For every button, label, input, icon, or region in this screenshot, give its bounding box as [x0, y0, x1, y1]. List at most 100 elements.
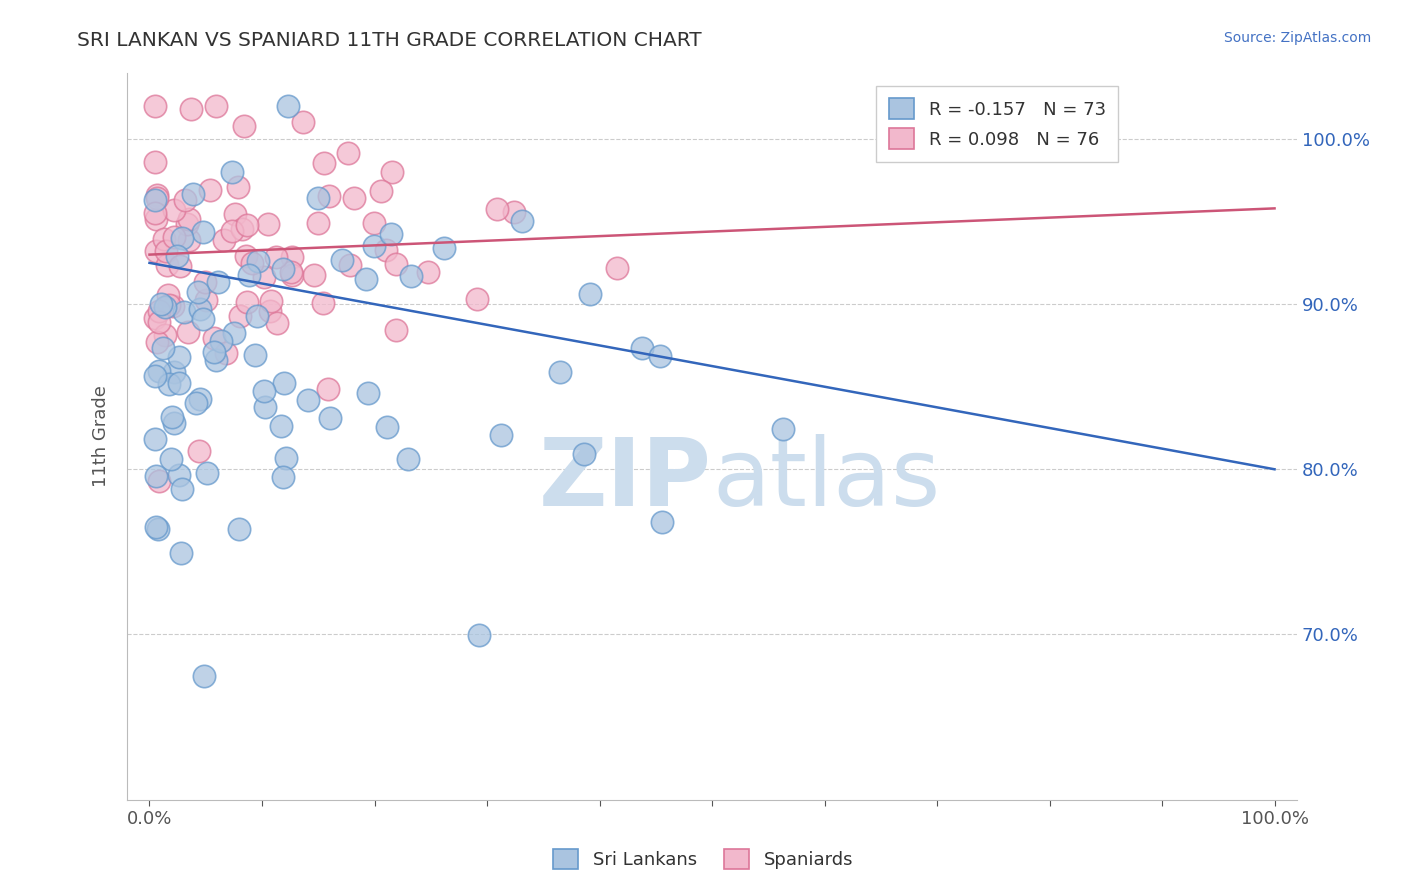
- Point: [354, 271, 377, 285]
- Point: [167, 350, 190, 364]
- Point: [143, 432, 166, 446]
- Point: [152, 341, 174, 355]
- Point: [174, 194, 197, 208]
- Point: [156, 258, 179, 272]
- Point: [280, 265, 302, 279]
- Point: [162, 299, 184, 313]
- Point: [302, 268, 325, 283]
- Point: [148, 522, 170, 536]
- Point: [149, 296, 172, 310]
- Point: [221, 165, 243, 179]
- Point: [143, 193, 166, 207]
- Point: [148, 364, 170, 378]
- Point: [224, 326, 246, 341]
- Point: [145, 244, 167, 259]
- Point: [160, 409, 183, 424]
- Point: [318, 410, 340, 425]
- Point: [399, 269, 422, 284]
- Point: [152, 232, 174, 246]
- Point: [211, 334, 233, 348]
- Point: [235, 249, 257, 263]
- Point: [143, 311, 166, 326]
- Point: [163, 202, 186, 217]
- Point: [236, 295, 259, 310]
- Legend: Sri Lankans, Spaniards: Sri Lankans, Spaniards: [544, 839, 862, 879]
- Point: [502, 204, 524, 219]
- Point: [155, 244, 177, 258]
- Point: [238, 268, 260, 282]
- Point: [548, 365, 571, 379]
- Point: [221, 224, 243, 238]
- Point: [316, 383, 339, 397]
- Point: [246, 309, 269, 323]
- Point: [193, 669, 215, 683]
- Point: [167, 467, 190, 482]
- Point: [375, 419, 398, 434]
- Point: [170, 546, 193, 560]
- Point: [276, 451, 298, 466]
- Point: [374, 243, 396, 257]
- Point: [370, 184, 392, 198]
- Point: [207, 275, 229, 289]
- Point: [574, 447, 596, 461]
- Point: [148, 304, 170, 318]
- Point: [257, 217, 280, 231]
- Point: [157, 377, 180, 392]
- Point: [232, 119, 254, 133]
- Point: [177, 233, 200, 247]
- Point: [188, 392, 211, 407]
- Point: [145, 520, 167, 534]
- Point: [468, 628, 491, 642]
- Y-axis label: 11th Grade: 11th Grade: [93, 385, 110, 487]
- Point: [228, 522, 250, 536]
- Point: [143, 206, 166, 220]
- Point: [181, 186, 204, 201]
- Point: [240, 256, 263, 270]
- Point: [307, 216, 329, 230]
- Point: [231, 222, 253, 236]
- Point: [314, 156, 336, 170]
- Text: SRI LANKAN VS SPANIARD 11TH GRADE CORRELATION CHART: SRI LANKAN VS SPANIARD 11TH GRADE CORREL…: [77, 31, 702, 50]
- Point: [254, 401, 277, 415]
- Point: [188, 301, 211, 316]
- Point: [297, 393, 319, 408]
- Point: [396, 451, 419, 466]
- Point: [363, 239, 385, 253]
- Point: [271, 262, 294, 277]
- Point: [146, 188, 169, 202]
- Point: [418, 265, 440, 279]
- Point: [153, 300, 176, 314]
- Point: [291, 114, 314, 128]
- Point: [489, 428, 512, 442]
- Point: [650, 349, 672, 363]
- Point: [156, 288, 179, 302]
- Text: Source: ZipAtlas.com: Source: ZipAtlas.com: [1223, 31, 1371, 45]
- Point: [215, 345, 238, 359]
- Point: [143, 368, 166, 383]
- Point: [166, 249, 188, 263]
- Point: [163, 365, 186, 379]
- Point: [307, 191, 329, 205]
- Point: [191, 225, 214, 239]
- Point: [363, 216, 385, 230]
- Point: [146, 334, 169, 349]
- Point: [384, 323, 406, 337]
- Point: [143, 155, 166, 169]
- Point: [194, 275, 217, 289]
- Point: [195, 293, 218, 307]
- Point: [163, 417, 186, 431]
- Point: [184, 396, 207, 410]
- Point: [169, 376, 191, 390]
- Point: [651, 515, 673, 529]
- Point: [179, 211, 201, 226]
- Point: [606, 261, 628, 276]
- Point: [155, 327, 177, 342]
- Point: [200, 183, 222, 197]
- Point: [202, 344, 225, 359]
- Point: [772, 422, 794, 436]
- Point: [485, 202, 508, 217]
- Point: [281, 268, 304, 282]
- Point: [266, 316, 288, 330]
- Point: [384, 257, 406, 271]
- Point: [253, 269, 276, 284]
